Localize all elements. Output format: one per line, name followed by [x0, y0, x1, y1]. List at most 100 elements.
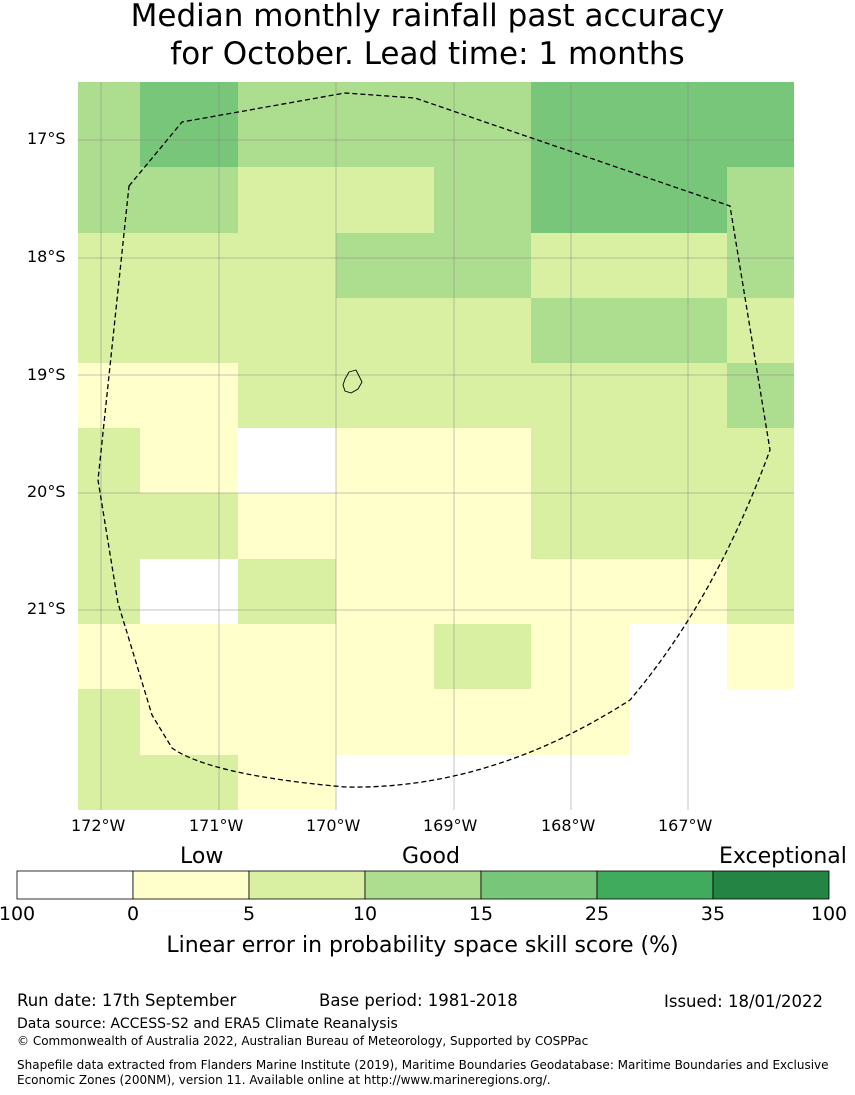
grid-cell	[727, 298, 794, 363]
grid-cell	[434, 167, 531, 233]
grid-cell	[78, 363, 140, 428]
grid-cell	[531, 167, 629, 233]
grid-cell	[531, 363, 629, 428]
grid-cell	[629, 167, 727, 233]
shapefile-credit-line1: Shapefile data extracted from Flanders M…	[17, 1058, 829, 1072]
grid-cell	[629, 493, 727, 559]
run-date: Run date: 17th September	[17, 991, 237, 1010]
grid-cell	[238, 102, 336, 167]
colorbar-segment	[364, 870, 482, 900]
grid-cell	[238, 233, 336, 298]
base-period: Base period: 1981-2018	[319, 991, 518, 1010]
graticule	[78, 82, 794, 810]
grid-cell	[238, 493, 336, 559]
lat-label-17s: 17°S	[27, 129, 66, 148]
grid-cell	[434, 624, 531, 689]
grid-cell	[629, 624, 727, 689]
colorbar-tick: 0	[126, 903, 140, 925]
grid-cell	[531, 493, 629, 559]
grid-cell	[629, 689, 727, 755]
grid-cell	[140, 167, 238, 233]
grid-cell	[336, 298, 434, 363]
colorbar-segment	[596, 870, 714, 900]
grid-cell	[336, 167, 434, 233]
colorbar-tick: 5	[242, 903, 256, 925]
grid-cell	[434, 363, 531, 428]
grid-cell	[78, 298, 140, 363]
grid-cell	[434, 102, 531, 167]
grid-cell	[336, 493, 434, 559]
lat-label-20s: 20°S	[27, 482, 66, 501]
colorbar-tick: 10	[352, 903, 378, 925]
lon-label-169w: 169°W	[423, 816, 478, 835]
grid-cell	[78, 82, 140, 167]
grid-cell	[727, 755, 794, 810]
grid-cell	[434, 755, 531, 810]
grid-cell	[78, 167, 140, 233]
lat-label-21s: 21°S	[27, 599, 66, 618]
colorbar	[16, 870, 830, 900]
grid-cell	[629, 428, 727, 493]
grid-cell	[78, 493, 140, 559]
grid-cell	[140, 233, 238, 298]
grid-cell	[78, 233, 140, 298]
grid-cell	[238, 167, 336, 233]
grid-cell	[531, 689, 629, 755]
lon-label-171w: 171°W	[189, 816, 244, 835]
lon-label-167w: 167°W	[658, 816, 713, 835]
data-source: Data source: ACCESS-S2 and ERA5 Climate …	[17, 1016, 398, 1032]
grid-cell	[336, 363, 434, 428]
grid-cell	[727, 233, 794, 298]
colorbar-tick: 15	[468, 903, 494, 925]
grid-cell	[727, 493, 794, 559]
colorbar-word-low: Low	[180, 844, 224, 869]
grid-cell	[238, 689, 336, 755]
chart-title-line1: Median monthly rainfall past accuracy	[130, 0, 725, 34]
grid-cell	[140, 755, 238, 810]
grid-cell	[140, 559, 238, 624]
grid-cell	[238, 428, 336, 493]
colorbar-segment	[248, 870, 366, 900]
grid-cell	[336, 428, 434, 493]
skill-grid	[78, 82, 794, 810]
island-outline	[342, 369, 363, 394]
grid-cell	[629, 82, 727, 167]
grid-cell	[629, 298, 727, 363]
colorbar-word-good: Good	[402, 844, 460, 869]
grid-cell	[336, 755, 434, 810]
grid-cell	[434, 493, 531, 559]
grid-cell	[238, 624, 336, 689]
grid-cell	[78, 689, 140, 755]
grid-cell	[140, 624, 238, 689]
grid-cell	[531, 428, 629, 493]
grid-cell	[531, 82, 629, 167]
grid-cell	[629, 363, 727, 428]
grid-cell	[727, 82, 794, 167]
grid-cell	[336, 624, 434, 689]
grid-cell	[336, 689, 434, 755]
colorbar-segment	[712, 870, 830, 900]
colorbar-tick: 35	[700, 903, 726, 925]
grid-cell	[531, 624, 629, 689]
grid-cell	[238, 755, 336, 810]
colorbar-segment	[132, 870, 250, 900]
grid-cell	[336, 102, 434, 167]
grid-cell	[434, 298, 531, 363]
lon-label-172w: 172°W	[71, 816, 126, 835]
grid-cell	[531, 559, 629, 624]
colorbar-title: Linear error in probability space skill …	[166, 933, 679, 958]
colorbar-segment	[16, 870, 134, 900]
grid-cell	[434, 689, 531, 755]
colorbar-segment	[480, 870, 598, 900]
grid-cell	[78, 624, 140, 689]
grid-cell	[434, 559, 531, 624]
lat-label-19s: 19°S	[27, 365, 66, 384]
grid-cell	[140, 428, 238, 493]
lon-label-170w: 170°W	[306, 816, 361, 835]
grid-cell	[629, 755, 727, 810]
colorbar-tick: 25	[584, 903, 610, 925]
chart-title-line2: for October. Lead time: 1 months	[170, 36, 685, 72]
issued-date: Issued: 18/01/2022	[664, 992, 824, 1011]
grid-cell	[140, 493, 238, 559]
